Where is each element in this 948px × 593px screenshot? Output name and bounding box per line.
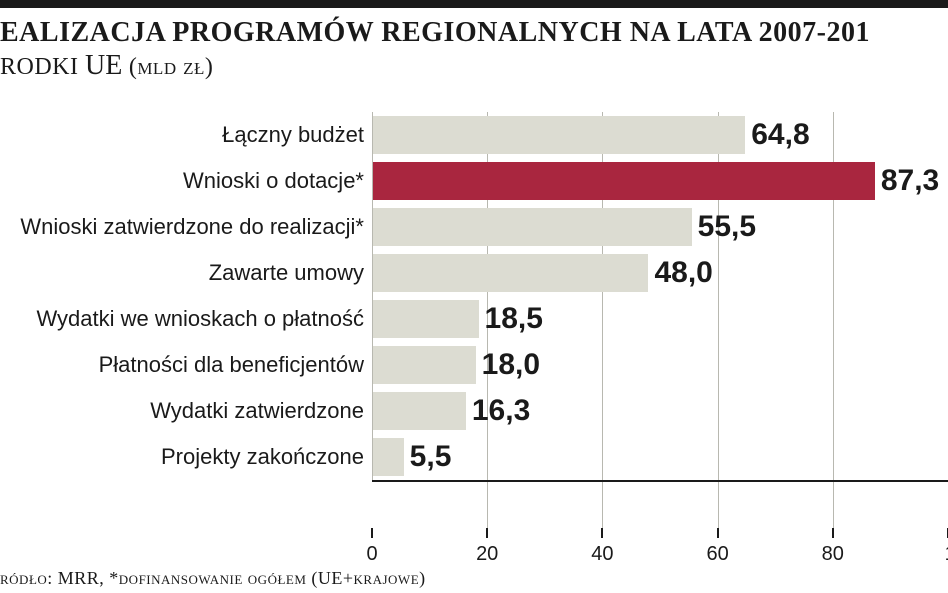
bar-row: Wnioski zatwierdzone do realizacji*55,5 [372,204,948,250]
bar-row: Wnioski o dotacje*87,3 [372,158,948,204]
bar-label: Wydatki zatwierdzone [150,398,372,424]
title-line2: RODKI UE (mld zł) [0,51,948,82]
tick-label: 0 [366,543,377,566]
bar-label: Wnioski zatwierdzone do realizacji* [20,214,372,240]
bar-label: Płatności dla beneficjentów [99,352,372,378]
title-line1: EALIZACJA PROGRAMÓW REGIONALNYCH NA LATA… [0,18,948,49]
bar [372,300,479,338]
bar-value: 18,5 [485,302,543,336]
subtitle-ue: UE [85,50,122,81]
bar-row: Projekty zakończone5,5 [372,434,948,480]
bar-row: Wydatki we wnioskach o płatność18,5 [372,296,948,342]
bar-row: Wydatki zatwierdzone16,3 [372,388,948,434]
plot-area: 0204060801Łączny budżet64,8Wnioski o dot… [372,112,948,528]
bar-value: 64,8 [751,118,809,152]
subtitle-suffix: (mld zł) [122,54,213,80]
top-rule [0,0,948,8]
bar-value: 16,3 [472,394,530,428]
tick-label: 20 [476,543,498,566]
chart: 0204060801Łączny budżet64,8Wnioski o dot… [0,112,948,536]
bar-value: 55,5 [698,210,756,244]
bar-row: Łączny budżet64,8 [372,112,948,158]
bar-highlight [372,162,875,200]
bar [372,116,745,154]
bar-value: 5,5 [410,440,452,474]
bar-value: 48,0 [654,256,712,290]
tick-label: 80 [822,543,844,566]
bar-label: Wnioski o dotacje* [183,168,372,194]
header: EALIZACJA PROGRAMÓW REGIONALNYCH NA LATA… [0,18,948,88]
tick-label: 40 [591,543,613,566]
bar [372,392,466,430]
tick-mark [601,528,603,538]
bar-row: Zawarte umowy48,0 [372,250,948,296]
bar-label: Łączny budżet [222,122,372,148]
bar-label: Zawarte umowy [209,260,372,286]
tick-mark [832,528,834,538]
tick-mark [371,528,373,538]
subtitle-prefix: RODKI [0,54,85,80]
bar [372,346,476,384]
bar-row: Płatności dla beneficjentów18,0 [372,342,948,388]
y-axis-line [372,112,373,480]
tick-mark [717,528,719,538]
bar-label: Wydatki we wnioskach o płatność [36,306,372,332]
tick-mark [486,528,488,538]
bar-value: 87,3 [881,164,939,198]
bar [372,254,648,292]
x-axis-baseline [372,480,948,482]
bar [372,438,404,476]
source-footer: ródło: MRR, *dofinansowanie ogółem (UE+k… [0,568,426,589]
bar-value: 18,0 [482,348,540,382]
bar [372,208,692,246]
tick-label: 1 [945,543,948,566]
tick-label: 60 [706,543,728,566]
bar-label: Projekty zakończone [161,444,372,470]
